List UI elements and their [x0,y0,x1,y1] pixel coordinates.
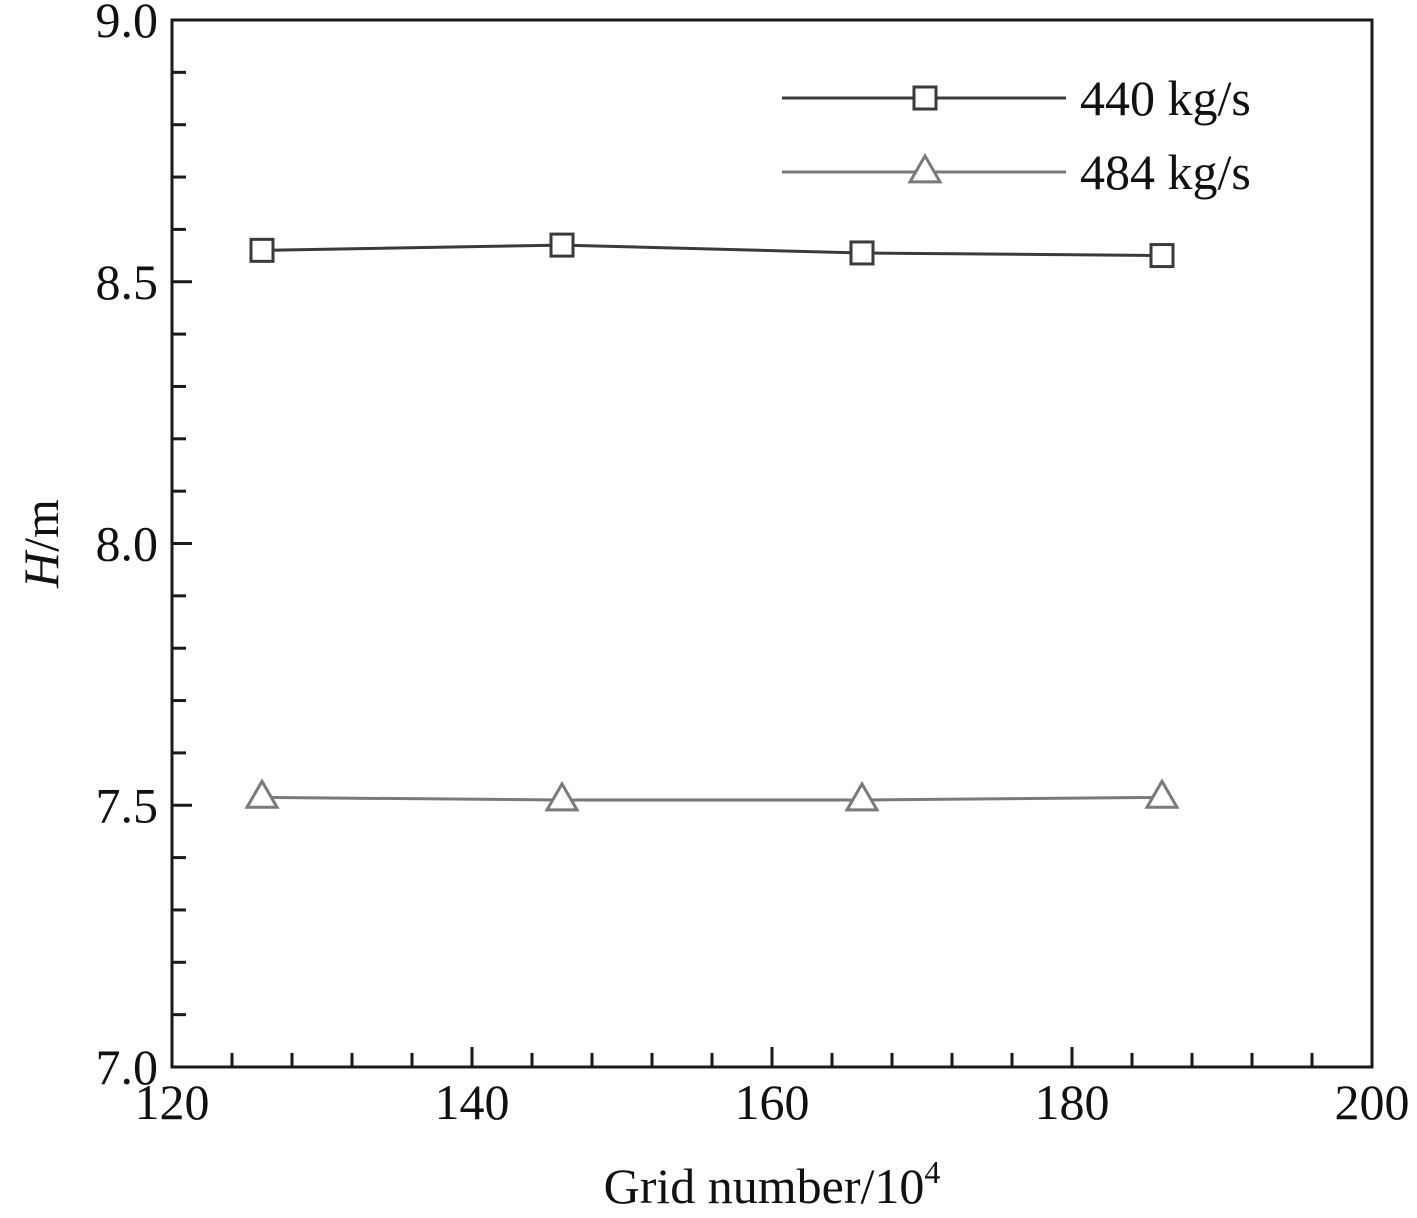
legend-label: 440 kg/s [1080,70,1251,126]
y-axis-label: H/m [13,499,69,589]
y-tick-label: 8.5 [96,254,159,310]
y-axis-label-rest: /m [13,499,69,552]
x-tick-label: 180 [1035,1074,1110,1130]
x-tick-label: 120 [135,1074,210,1130]
x-tick-label: 160 [735,1074,810,1130]
x-axis-label-main: Grid number/10 [604,1158,925,1214]
legend-item: 484 kg/s [782,144,1251,200]
series-line [261,243,1163,258]
series-square [249,232,1175,269]
data-point-triangle [544,780,580,812]
data-point-square [549,232,575,258]
x-tick-label: 140 [435,1074,510,1130]
plot-frame [170,18,1374,1069]
legend-marker-square [912,85,938,111]
data-point-square [849,240,875,266]
data-point-triangle [1144,778,1180,809]
data-point-triangle [844,780,880,812]
x-axis-label-sup: 4 [924,1154,940,1190]
y-axis-label-italic: H [13,549,69,589]
legend-label: 484 kg/s [1080,144,1251,200]
data-point-square [249,237,275,263]
y-tick-label: 8.0 [96,516,159,572]
y-tick-label: 7.5 [96,777,159,833]
x-axis-label: Grid number/104 [604,1154,941,1214]
data-point-square [1149,243,1175,269]
series-triangle [244,778,1180,812]
y-tick-label: 7.0 [96,1039,159,1095]
data-point-triangle [244,778,280,809]
legend: 440 kg/s 484 kg/s [782,70,1251,200]
y-tick-labels: 7.0 7.5 8.0 8.5 9.0 [96,0,159,1095]
series-line [261,795,1163,802]
minor-ticks [172,70,1314,1067]
x-tick-label: 200 [1335,1074,1410,1130]
series-layer [244,232,1180,812]
y-tick-label: 9.0 [96,0,159,48]
legend-item: 440 kg/s [782,70,1251,126]
legend-marker-triangle [907,152,943,184]
x-tick-labels: 120 140 160 180 200 [135,1074,1410,1130]
